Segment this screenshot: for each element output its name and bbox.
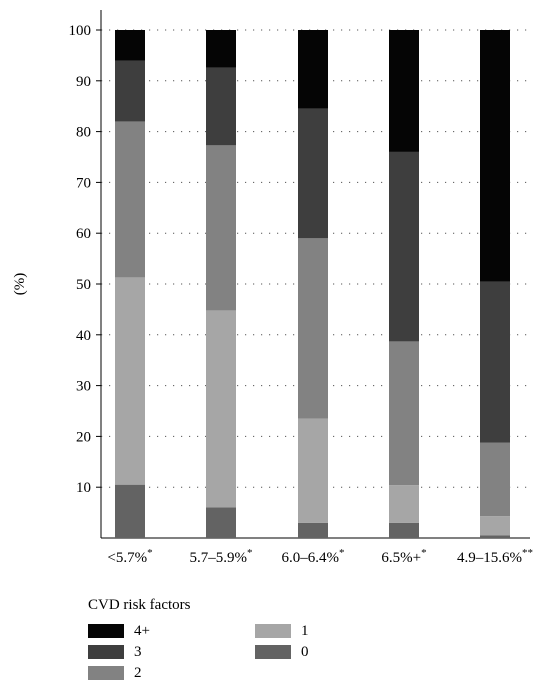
legend-item: 0 xyxy=(255,642,309,662)
bar-segment xyxy=(115,60,145,122)
bar-segment xyxy=(115,30,145,61)
legend-item: 2 xyxy=(88,663,142,683)
y-tick-label: 100 xyxy=(69,23,92,39)
x-tick-label: 5.7–5.9%* xyxy=(190,547,253,566)
y-tick-label: 90 xyxy=(76,74,91,90)
bar-segment xyxy=(206,67,236,146)
y-tick-label: 70 xyxy=(76,175,91,191)
bar-segment xyxy=(389,30,419,152)
bar-segment xyxy=(480,516,510,536)
y-tick-label: 20 xyxy=(76,429,91,445)
legend-label: 3 xyxy=(134,643,142,660)
bar-segment xyxy=(298,238,328,419)
legend-item: 1 xyxy=(255,621,309,641)
bar-segment xyxy=(206,30,236,68)
bar-segment xyxy=(298,108,328,239)
legend-item: 3 xyxy=(88,642,142,662)
legend-label: 4+ xyxy=(134,622,150,639)
legend: CVD risk factors 4+ 3 2 1 0 xyxy=(88,597,388,681)
stacked-bar-chart: 10 20 30 40 50 60 70 80 90 100 (%) <5.7%* 5.7–5.9%* 6… xyxy=(12,10,533,566)
y-tick-label: 60 xyxy=(76,226,91,242)
bar-segment xyxy=(298,30,328,109)
y-tick-label: 10 xyxy=(76,480,91,496)
bar-segment xyxy=(480,442,510,517)
legend-label: 1 xyxy=(301,622,309,639)
bar-segment xyxy=(298,522,328,538)
legend-swatch xyxy=(255,624,291,638)
bar-segment xyxy=(206,507,236,538)
bar-segment xyxy=(206,310,236,508)
bar-segment xyxy=(115,484,145,538)
bar-segment xyxy=(115,121,145,278)
y-tick-label: 40 xyxy=(76,328,91,344)
bar-segment xyxy=(206,145,236,311)
bar-segment xyxy=(389,522,419,538)
legend-title: CVD risk factors xyxy=(88,597,191,613)
bar-segment xyxy=(480,30,510,282)
legend-swatch xyxy=(88,645,124,659)
x-tick-label: <5.7%* xyxy=(107,547,152,566)
x-tick-label: 4.9–15.6%** xyxy=(457,547,533,566)
legend-swatch xyxy=(255,645,291,659)
bar-segment xyxy=(298,418,328,523)
bar-segment xyxy=(389,341,419,486)
bar-segment xyxy=(389,485,419,523)
bar-segment xyxy=(389,151,419,342)
legend-label: 0 xyxy=(301,643,309,660)
y-tick-label: 80 xyxy=(76,125,91,141)
legend-swatch xyxy=(88,666,124,680)
y-tick-label: 30 xyxy=(76,379,91,395)
legend-swatch xyxy=(88,624,124,638)
legend-label: 2 xyxy=(134,664,142,681)
legend-item: 4+ xyxy=(88,621,150,641)
bar-segment xyxy=(115,277,145,485)
x-tick-label: 6.0–6.4%* xyxy=(282,547,345,566)
y-tick-label: 50 xyxy=(76,277,91,293)
x-tick-label: 6.5%+* xyxy=(381,547,426,566)
bar-segment xyxy=(480,535,510,538)
y-axis-title: (%) xyxy=(12,273,28,296)
bar-segment xyxy=(480,281,510,443)
